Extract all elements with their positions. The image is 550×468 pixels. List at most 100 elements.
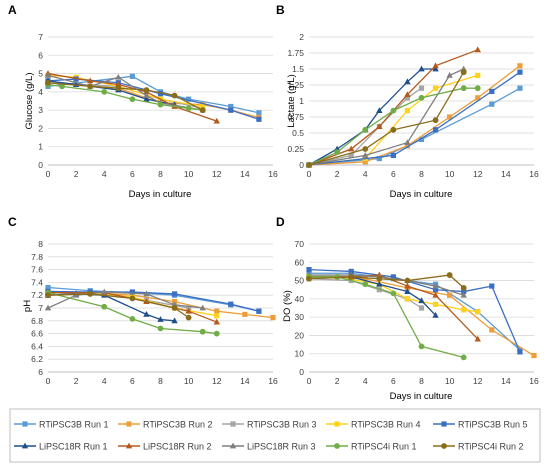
- panel-c-xtick-label: 6: [130, 376, 135, 386]
- panel-b-data-point: [362, 152, 369, 158]
- panel-b-xtick-label: 2: [335, 169, 340, 179]
- legend-label: RTiPSC3B Run 5: [458, 420, 528, 430]
- panel-d-xtick-label: 16: [529, 376, 539, 386]
- panel-d-data-point: [376, 280, 383, 287]
- panel-a-series: [45, 79, 206, 114]
- panel-d-xtick-label: 4: [363, 376, 368, 386]
- panel-c-ytick-label: 6.2: [31, 354, 43, 364]
- panel-c-ytick-label: 6.4: [31, 341, 43, 351]
- panel-a-data-point: [199, 107, 206, 114]
- panel-b-data-point: [475, 95, 481, 101]
- panel-b-plot: 0 0.25 0.5 0.75 1 1.25 1.5 1.75 2 0 2 4 6 8 10 12 14 16: [287, 32, 539, 179]
- panel-d-data-point: [461, 307, 467, 313]
- panel-a-ytick-label: 2: [38, 123, 43, 133]
- panel-a-xtick-label: 10: [184, 169, 194, 179]
- panel-d-data-point: [432, 287, 439, 293]
- panel-b-data-point: [460, 85, 467, 92]
- panel-b-data-point: [460, 69, 467, 76]
- panel-a-data-point: [200, 103, 206, 110]
- panel-d-data-point: [517, 349, 523, 355]
- legend-item: RTiPSC4i Run 2: [433, 442, 524, 452]
- panel-d-data-point: [489, 327, 495, 333]
- panel-a-ytick-label: 5: [38, 69, 43, 79]
- panel-c-data-point: [101, 288, 108, 295]
- panel-d-data-point: [447, 292, 453, 298]
- panel-a-ytick-label: 7: [38, 32, 43, 42]
- figure-legend: RTiPSC3B Run 1 RTiPSC3B Run 2 RTiPSC3B Run…: [9, 408, 541, 463]
- panel-c-data-point: [45, 292, 51, 299]
- panel-a-xtick-label: 16: [268, 169, 278, 179]
- panel-b-ytick-label: 0.5: [292, 128, 304, 138]
- panel-a-data-point: [157, 101, 164, 108]
- panel-c-data-point: [157, 325, 164, 332]
- panel-b-ytick-label: 1.25: [287, 80, 304, 90]
- panel-c-data-point: [45, 284, 51, 291]
- panel-c-ytick-label: 7.4: [31, 277, 43, 287]
- panel-b-series: [306, 85, 481, 168]
- panel-c-data-point: [44, 304, 52, 311]
- legend-label: LiPSC18R Run 2: [143, 442, 212, 452]
- panel-d-data-point: [432, 311, 439, 318]
- legend-swatch-marker: [125, 442, 133, 449]
- panel-a-data-point: [143, 87, 150, 93]
- panel-c-label: C: [8, 215, 17, 229]
- panel-d-xtick-label: 8: [419, 376, 424, 386]
- panel-a-data-point: [87, 83, 94, 90]
- panel-d-ytick-label: 50: [295, 276, 305, 286]
- panel-b-data-point: [432, 85, 439, 91]
- panel-b-ytick-label: 0.25: [287, 144, 304, 154]
- legend-label: RTiPSC3B Run 2: [143, 420, 213, 430]
- panel-a-series-line: [47, 75, 260, 114]
- panel-a-series-line: [47, 72, 217, 122]
- panel-d-data-point: [432, 291, 439, 298]
- panel-c-xtick-label: 14: [240, 376, 250, 386]
- legend-item: RTiPSC3B Run 4: [326, 420, 421, 430]
- panel-b-xtick-label: 6: [391, 169, 396, 179]
- legend-item: LiPSC18R Run 3: [222, 442, 316, 452]
- panel-b-data-point: [348, 152, 354, 158]
- panel-c-data-point: [213, 330, 220, 337]
- panel-c-ytick-label: 8: [38, 239, 43, 249]
- legend-item: RTiPSC3B Run 5: [433, 420, 528, 430]
- panel-a-ytick-label: 0: [38, 160, 43, 170]
- panel-a-xtick-label: 14: [240, 169, 250, 179]
- legend-label: RTiPSC4i Run 1: [351, 442, 417, 452]
- panel-d-series: [305, 271, 481, 342]
- panel-b-ytick-label: 0: [299, 160, 304, 170]
- panel-b-data-point: [517, 63, 523, 69]
- panel-b-data-point: [517, 69, 523, 75]
- panel-c-series: [45, 284, 262, 314]
- panel-d-series-line: [309, 276, 464, 359]
- panel-d-ytick-label: 10: [295, 349, 305, 359]
- panel-d-data-point: [306, 275, 312, 282]
- panel-b-data-point: [489, 88, 495, 94]
- panel-b-xtick-label: 12: [473, 169, 483, 179]
- panel-a-xtick-label: 6: [130, 169, 135, 179]
- panel-b-ytick-label: 1.5: [292, 64, 304, 74]
- panel-d-series-line: [309, 272, 521, 351]
- panel-c-data-point: [199, 304, 206, 311]
- panel-d-data-point: [404, 282, 411, 289]
- panel-c-data-point: [171, 305, 178, 311]
- panel-b-series: [305, 65, 439, 168]
- panel-c-data-point: [143, 311, 150, 317]
- panel-c-ytick-label: 7.8: [31, 252, 43, 262]
- panel-a-data-point: [143, 92, 150, 98]
- panel-d-data-point: [390, 274, 396, 280]
- panel-c-xtick-label: 12: [212, 376, 222, 386]
- panel-b-xtick-label: 14: [501, 169, 511, 179]
- panel-a-series-line: [47, 74, 203, 111]
- panel-c-data-point: [171, 291, 178, 297]
- legend-label: RTiPSC3B Run 3: [247, 420, 317, 430]
- panel-b-data-point: [404, 95, 411, 101]
- panel-d-xlabel: Days in culture: [390, 391, 453, 402]
- panel-b-data-point: [362, 146, 369, 152]
- panel-a-xtick-label: 2: [74, 169, 79, 179]
- panel-b-data-point: [376, 123, 383, 129]
- panel-d-data-point: [475, 309, 481, 315]
- panel-b-data-point: [404, 143, 411, 149]
- panel-d-data-point: [404, 296, 411, 302]
- legend-label: LiPSC18R Run 3: [247, 442, 316, 452]
- panel-d-xtick-label: 10: [445, 376, 455, 386]
